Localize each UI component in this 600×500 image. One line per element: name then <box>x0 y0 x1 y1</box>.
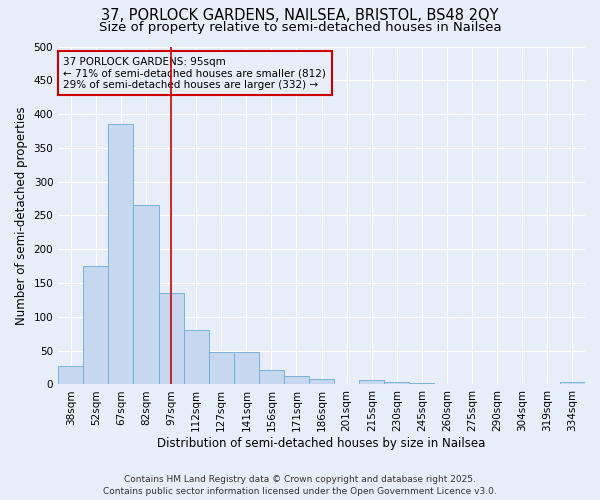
Bar <box>83 266 109 384</box>
Bar <box>359 380 385 384</box>
Bar <box>409 383 434 384</box>
Bar <box>209 352 234 384</box>
Text: Contains HM Land Registry data © Crown copyright and database right 2025.
Contai: Contains HM Land Registry data © Crown c… <box>103 475 497 496</box>
Bar <box>109 124 133 384</box>
Bar <box>284 376 309 384</box>
Text: Size of property relative to semi-detached houses in Nailsea: Size of property relative to semi-detach… <box>98 21 502 34</box>
Bar <box>133 206 158 384</box>
Text: 37, PORLOCK GARDENS, NAILSEA, BRISTOL, BS48 2QY: 37, PORLOCK GARDENS, NAILSEA, BRISTOL, B… <box>101 8 499 22</box>
Text: 37 PORLOCK GARDENS: 95sqm
← 71% of semi-detached houses are smaller (812)
29% of: 37 PORLOCK GARDENS: 95sqm ← 71% of semi-… <box>64 56 326 90</box>
X-axis label: Distribution of semi-detached houses by size in Nailsea: Distribution of semi-detached houses by … <box>157 437 486 450</box>
Bar <box>184 330 209 384</box>
Bar <box>385 382 409 384</box>
Bar <box>309 379 334 384</box>
Bar <box>560 382 585 384</box>
Bar <box>259 370 284 384</box>
Y-axis label: Number of semi-detached properties: Number of semi-detached properties <box>15 106 28 325</box>
Bar <box>234 352 259 384</box>
Bar <box>58 366 83 384</box>
Bar <box>158 293 184 384</box>
